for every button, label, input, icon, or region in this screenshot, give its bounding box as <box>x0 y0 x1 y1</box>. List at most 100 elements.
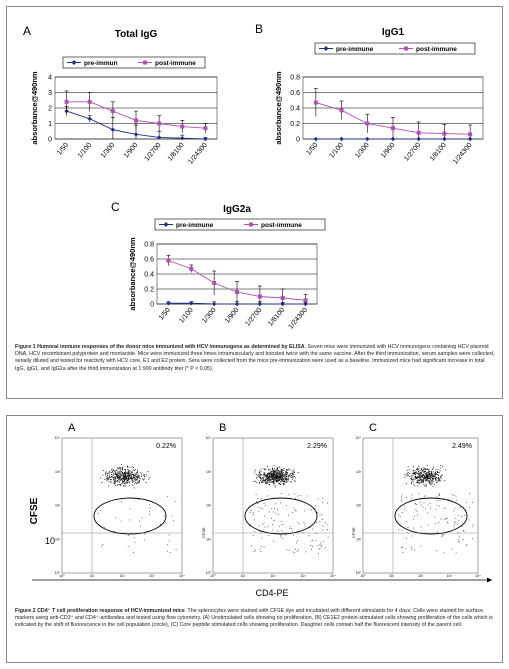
event-dot <box>275 474 277 476</box>
event-dot <box>117 477 119 478</box>
event-dot <box>411 479 413 481</box>
event-dot <box>125 485 127 487</box>
event-dot <box>315 533 317 534</box>
event-dot <box>273 471 275 473</box>
x-tick-label: 1/900 <box>380 142 397 160</box>
event-dot <box>135 476 137 478</box>
event-dot <box>311 545 313 547</box>
event-dot <box>264 479 266 481</box>
event-dot <box>402 512 403 514</box>
event-dot <box>264 505 266 506</box>
event-dot <box>272 478 274 480</box>
event-dot <box>431 474 433 476</box>
event-dot <box>428 475 430 477</box>
event-dot <box>112 471 114 473</box>
event-dot <box>271 471 273 473</box>
event-dot <box>410 547 412 548</box>
event-dot <box>118 476 120 478</box>
event-dot <box>260 478 262 480</box>
event-dot <box>114 477 116 479</box>
y-decade-label: 10⁴ <box>55 436 61 440</box>
event-dot <box>429 475 431 477</box>
event-dot <box>107 472 109 474</box>
event-dot <box>430 473 432 475</box>
event-dot <box>127 479 129 481</box>
event-dot <box>134 479 136 481</box>
event-dot <box>130 477 132 479</box>
event-dot <box>127 482 129 484</box>
event-dot <box>458 539 460 541</box>
event-dot <box>134 478 136 479</box>
event-dot <box>423 469 424 471</box>
event-dot <box>164 515 165 517</box>
event-dot <box>277 474 279 476</box>
event-dot <box>436 500 438 501</box>
event-dot <box>305 551 306 553</box>
event-dot <box>461 516 463 517</box>
legend-label: post-immune <box>416 46 457 53</box>
event-dot <box>128 474 130 476</box>
x-decade-label: 10³ <box>149 574 155 578</box>
event-dot <box>417 514 418 516</box>
event-dot <box>291 528 293 529</box>
event-dot <box>278 472 279 474</box>
event-dot <box>284 476 286 478</box>
event-dot <box>266 482 268 484</box>
event-dot <box>441 474 443 476</box>
event-dot <box>266 479 268 481</box>
event-dot <box>425 508 427 510</box>
event-dot <box>119 477 121 479</box>
event-dot <box>107 477 109 479</box>
event-dot <box>281 474 283 476</box>
event-dot <box>159 524 161 526</box>
event-dot <box>114 476 116 478</box>
event-dot <box>142 475 144 477</box>
event-dot <box>120 476 122 477</box>
event-dot <box>415 471 417 473</box>
event-dot <box>125 474 126 476</box>
event-dot <box>453 495 455 497</box>
event-dot <box>116 474 118 476</box>
event-dot <box>434 478 436 479</box>
event-dot <box>124 469 126 470</box>
event-dot <box>433 477 435 479</box>
event-dot <box>279 474 281 476</box>
event-dot <box>260 471 262 473</box>
event-dot <box>417 479 419 481</box>
event-dot <box>267 482 269 484</box>
event-dot <box>127 545 129 547</box>
event-dot <box>254 519 255 521</box>
event-dot <box>444 519 446 520</box>
event-dot <box>256 477 258 479</box>
event-dot <box>264 469 266 471</box>
event-dot <box>269 480 271 482</box>
event-dot <box>252 512 254 514</box>
event-dot <box>275 481 277 483</box>
event-dot <box>107 475 109 477</box>
event-dot <box>431 473 433 475</box>
event-dot <box>429 474 431 476</box>
event-dot <box>319 547 321 549</box>
event-dot <box>117 475 119 477</box>
event-dot <box>105 478 107 480</box>
event-dot <box>294 480 296 482</box>
event-dot <box>425 469 427 471</box>
legend-marker <box>71 60 77 65</box>
event-dot <box>136 479 138 481</box>
event-dot <box>102 474 104 476</box>
event-dot <box>420 468 422 469</box>
event-dot <box>169 552 171 553</box>
event-dot <box>431 482 433 484</box>
event-dot <box>134 483 135 485</box>
event-dot <box>271 475 273 477</box>
event-dot <box>423 476 425 478</box>
event-dot <box>130 477 132 479</box>
data-point <box>365 121 370 126</box>
event-dot <box>436 472 438 473</box>
event-dot <box>265 480 267 482</box>
event-dot <box>273 483 275 485</box>
event-dot <box>429 482 431 484</box>
event-dot <box>435 479 437 481</box>
event-dot <box>428 476 430 478</box>
